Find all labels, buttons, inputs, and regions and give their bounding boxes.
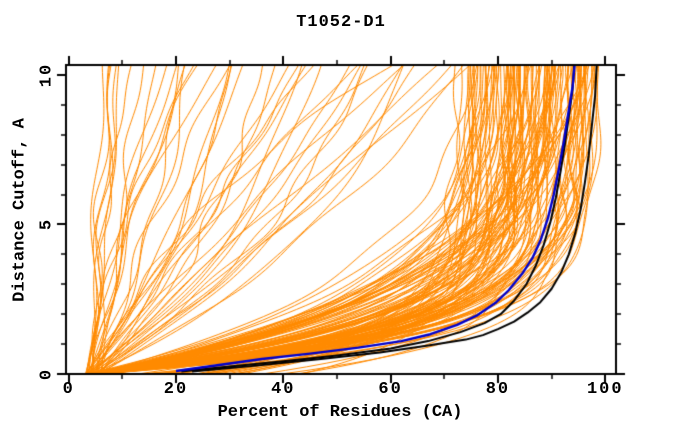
- y-axis-label: Distance Cutoff, A: [10, 118, 30, 302]
- x-tick-label: 40: [271, 380, 296, 399]
- x-tick-label: 80: [485, 380, 511, 399]
- x-axis-label: Percent of Residues (CA): [217, 403, 463, 422]
- plot-title: T1052-D1: [296, 13, 386, 32]
- x-tick-label: 20: [163, 380, 189, 399]
- x-tick-label: 0: [62, 380, 75, 399]
- y-tick-label: 0: [37, 367, 57, 381]
- x-tick-label: 100: [586, 380, 624, 399]
- y-tick-label: 10: [37, 62, 57, 88]
- x-tick-label: 60: [378, 380, 403, 399]
- y-tick-label: 5: [37, 218, 57, 231]
